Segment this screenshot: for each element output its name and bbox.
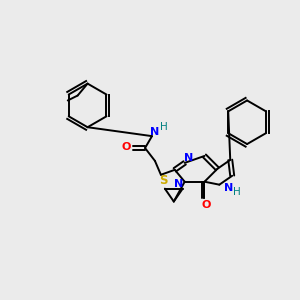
Text: H: H (160, 122, 168, 132)
Text: H: H (233, 187, 241, 196)
Text: O: O (202, 200, 211, 211)
Text: O: O (122, 142, 131, 152)
Text: N: N (150, 127, 160, 137)
Text: N: N (224, 183, 233, 193)
Text: S: S (159, 174, 167, 187)
Text: N: N (174, 179, 183, 189)
Text: N: N (184, 153, 193, 163)
